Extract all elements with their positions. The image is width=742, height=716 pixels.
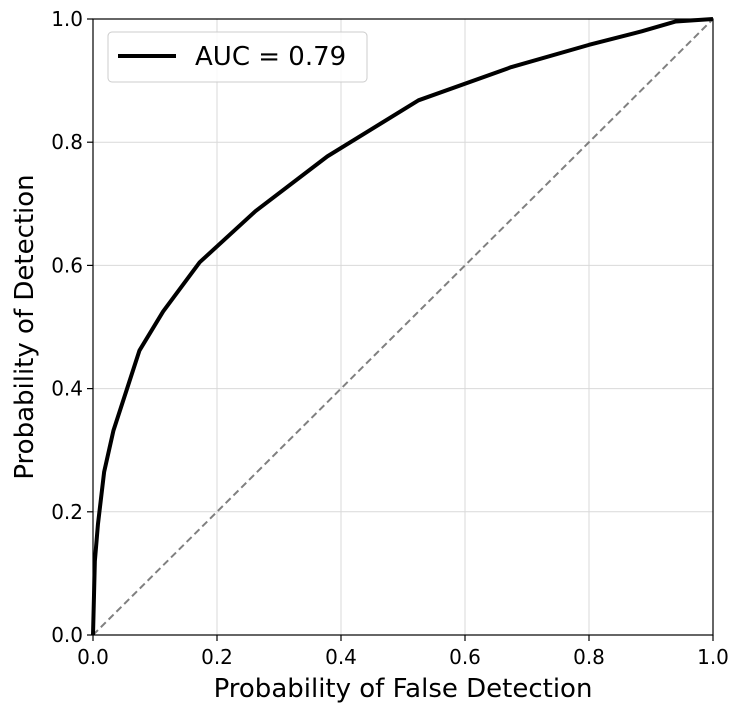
x-tick-label: 0.0 bbox=[77, 645, 109, 669]
y-tick-label: 1.0 bbox=[51, 7, 83, 31]
legend: AUC = 0.79 bbox=[107, 31, 368, 83]
y-tick-label: 0.4 bbox=[51, 377, 83, 401]
y-tick-label: 0.8 bbox=[51, 130, 83, 154]
y-tick-label: 0.2 bbox=[51, 500, 83, 524]
x-tick-label: 0.6 bbox=[449, 645, 481, 669]
x-tick-label: 0.2 bbox=[201, 645, 233, 669]
y-axis-label: Probability of Detection bbox=[10, 174, 40, 479]
legend-box bbox=[107, 31, 368, 83]
y-tick-label: 0.0 bbox=[51, 623, 83, 647]
series-layer bbox=[91, 17, 714, 636]
y-tick-label: 0.6 bbox=[51, 253, 83, 277]
tick-layer: 0.0 0.2 0.4 0.6 0.8 1.0 0.0 0.2 0.4 0.6 0.8 1.0 bbox=[51, 7, 729, 669]
x-tick-label: 1.0 bbox=[697, 645, 729, 669]
x-axis-label: Probability of False Detection bbox=[214, 674, 593, 704]
legend-label: AUC = 0.79 bbox=[195, 42, 346, 72]
x-tick-label: 0.8 bbox=[573, 645, 605, 669]
plot-frame bbox=[92, 18, 714, 636]
x-tick-label: 0.4 bbox=[325, 645, 357, 669]
roc-curve-line bbox=[91, 17, 714, 636]
reference-diagonal-line bbox=[92, 18, 714, 636]
